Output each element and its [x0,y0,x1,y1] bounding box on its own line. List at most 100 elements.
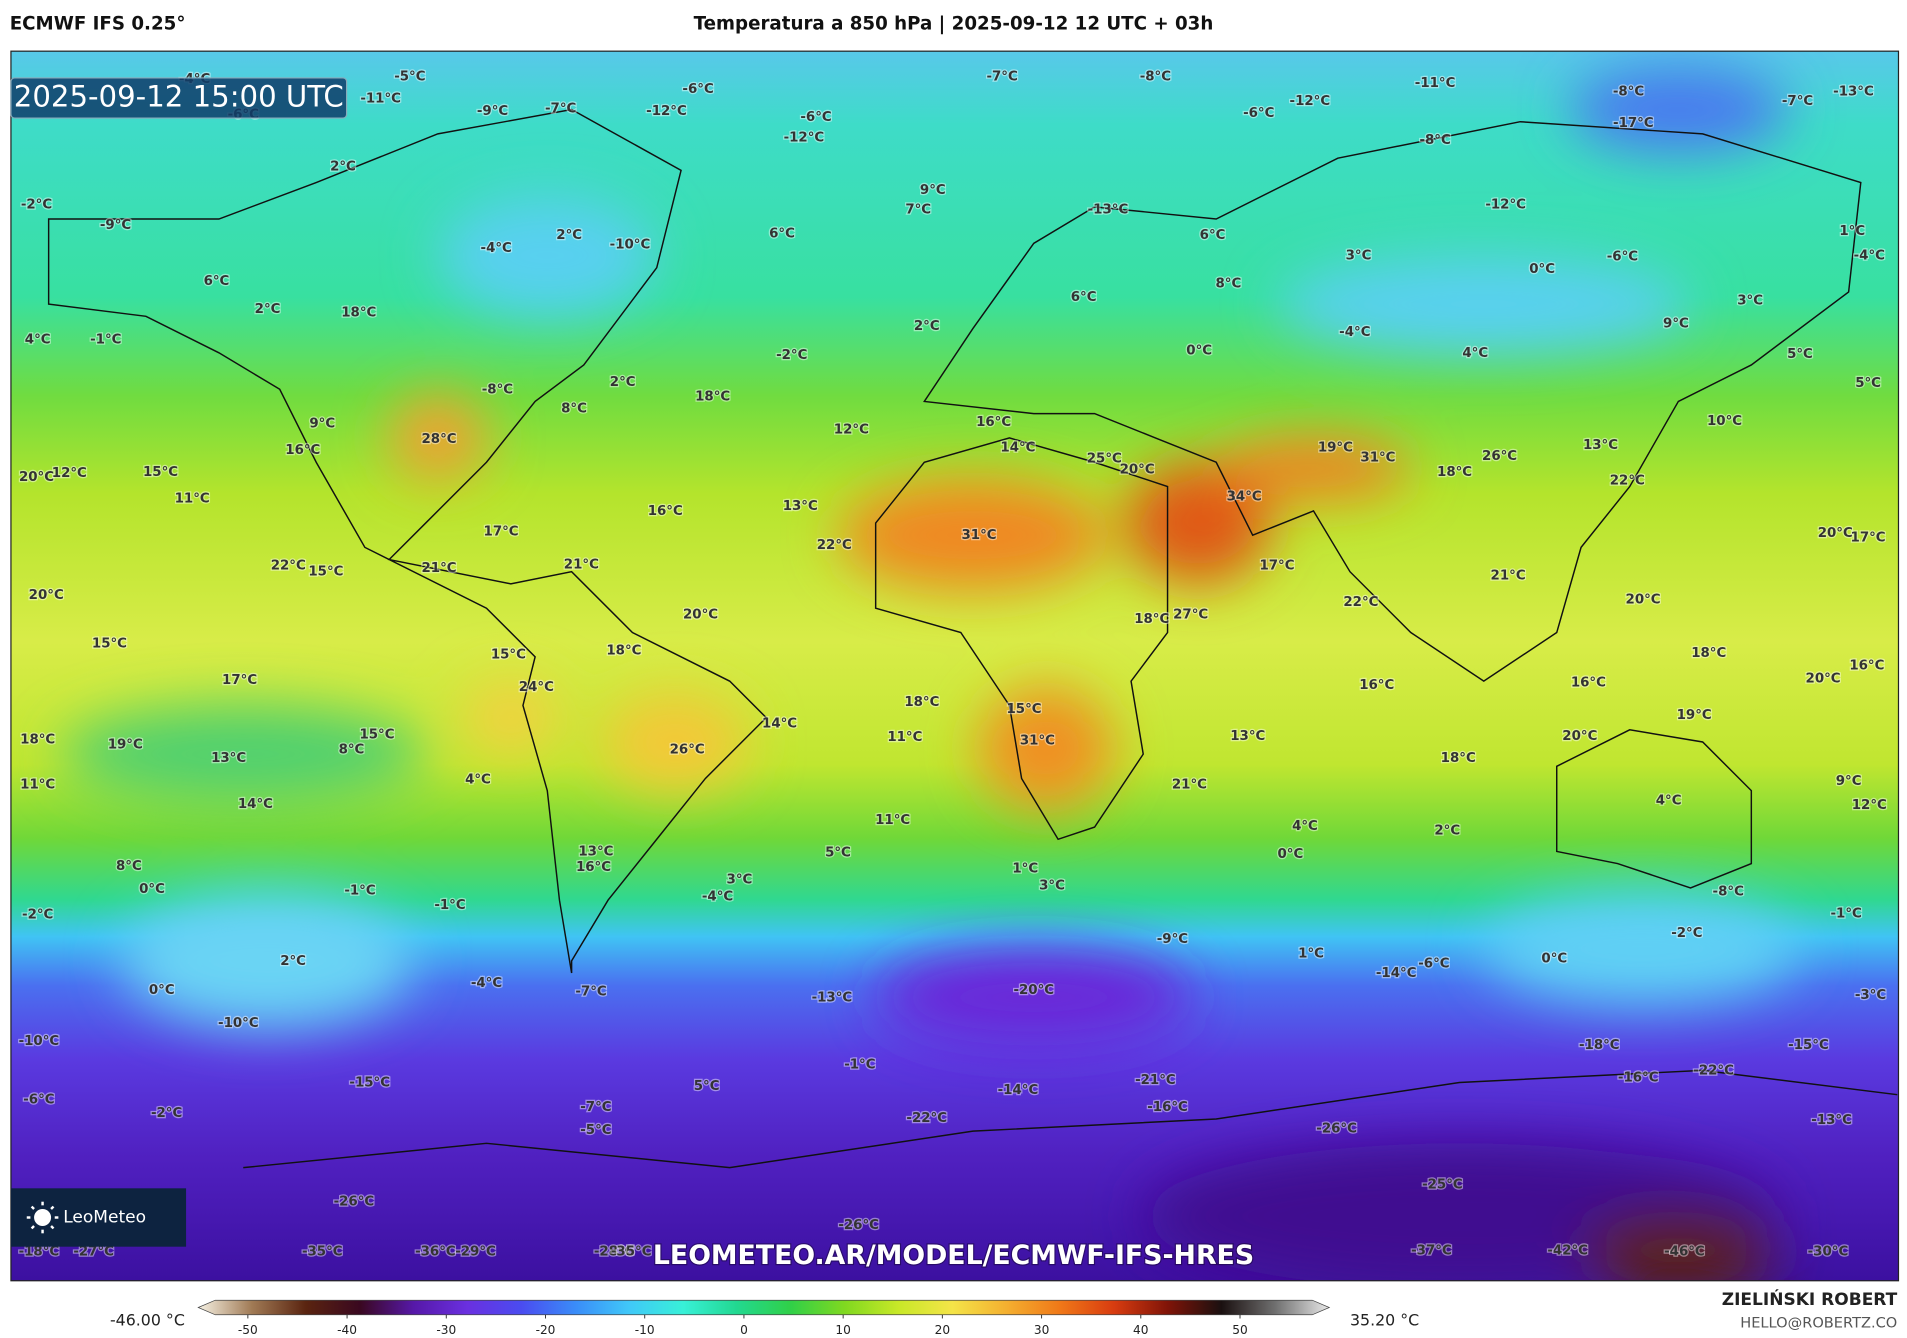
temperature-label: 21°C [422,561,457,576]
temperature-label: -13°C [1088,202,1129,217]
temperature-label: 20°C [1626,593,1661,608]
temperature-label: -12°C [1485,197,1526,212]
temperature-label: 20°C [29,588,64,603]
temperature-label: -13°C [1811,1113,1852,1128]
colorbar-tick-label: 40 [1133,1323,1148,1337]
temperature-label: -8°C [1713,885,1744,900]
temperature-label: 28°C [422,432,457,447]
temperature-label: -11°C [360,92,401,107]
colorbar-tick-label: 50 [1232,1323,1247,1337]
temperature-label: 8°C [1215,276,1241,291]
coastlines [47,108,1898,1169]
temperature-label: 24°C [519,680,554,695]
temperature-label: 13°C [783,499,818,514]
temperature-label: 0°C [139,882,165,897]
temperature-label: 18°C [341,306,376,321]
temperature-label: 21°C [564,557,599,572]
temperature-label: 20°C [1562,729,1597,744]
temperature-label: -4°C [702,889,733,904]
temperature-label: 19°C [108,737,143,752]
temperature-label: -10°C [19,1034,60,1049]
temperature-label: 13°C [578,844,613,859]
watermark: LEOMETEO.AR/MODEL/ECMWF-IFS-HRES [653,1240,1254,1271]
temperature-label: 12°C [1852,798,1887,813]
temperature-label: -35°C [611,1245,652,1260]
colorbar-tick-label: 30 [1034,1323,1049,1337]
temperature-label: 18°C [1441,751,1476,766]
temperature-label: 20°C [19,470,54,485]
temperature-label: -17°C [1613,116,1654,131]
temperature-label: -11°C [1415,76,1456,91]
temperature-label: 4°C [1656,793,1682,808]
temperature-label: 19°C [1677,708,1712,723]
temperature-label: -46°C [1664,1245,1705,1260]
temperature-label: 14°C [1000,441,1035,456]
temperature-label: 11°C [20,778,55,793]
temperature-label: -15°C [349,1076,390,1091]
temperature-label: -4°C [481,241,512,256]
temperature-label: 15°C [143,465,178,480]
temperature-label: -6°C [23,1093,54,1108]
temperature-label: -7°C [580,1100,611,1115]
temperature-label: 16°C [576,860,611,875]
temperature-label: 16°C [1359,678,1394,693]
temperature-label: -18°C [19,1245,60,1260]
map-title: Temperatura a 850 hPa | 2025-09-12 12 UT… [694,13,1214,34]
temperature-label: 2°C [914,319,940,334]
temperature-label: 17°C [222,673,257,688]
temperature-label: 0°C [1541,951,1567,966]
temperature-label: 11°C [175,492,210,507]
temperature-label: -35°C [302,1245,343,1260]
temperature-label: 2°C [610,375,636,390]
temperature-label: -4°C [1339,325,1370,340]
temperature-label: 4°C [25,332,51,347]
email: HELLO@ROBERTZ.CO [1740,1314,1897,1331]
temperature-label: 6°C [204,274,230,289]
temperature-label: -10°C [610,238,651,253]
temperature-label: 0°C [149,983,175,998]
temperature-label: -27°C [73,1245,114,1260]
temperature-label: 14°C [238,797,273,812]
logo-text: LeoMeteo [63,1208,146,1228]
temperature-label: -3°C [1855,988,1886,1003]
temperature-label: -2°C [151,1106,182,1121]
temperature-label: -6°C [800,110,831,125]
temperature-label: -28°C [594,1245,635,1260]
temperature-label: -8°C [1419,133,1450,148]
temperature-label: 5°C [1855,376,1881,391]
temperature-label: -1°C [344,883,375,898]
temperature-label: -29°C [455,1245,496,1260]
temperature-label: 13°C [211,751,246,766]
temperature-label: 0°C [1277,847,1303,862]
map-field [10,51,1899,1281]
temperature-labels: -5°C -4°C -11°C -6°C -9°C -7°C -12°C -6°C -7°C -8… [17,68,1888,1260]
temperature-label: 6°C [1071,290,1097,305]
temperature-label: 3°C [1737,293,1763,308]
temperature-label: -26°C [1316,1122,1357,1137]
temperature-label: 13°C [1230,729,1265,744]
temperature-label: 15°C [491,647,526,662]
temperature-label: -21°C [1135,1073,1176,1088]
temperature-label: -1°C [90,332,121,347]
temperature-label: -14°C [1376,966,1417,981]
temperature-label: 25°C [1087,452,1122,467]
temperature-label: -22°C [1693,1063,1734,1078]
temperature-label: 26°C [670,742,705,757]
temperature-label: -2°C [776,348,807,363]
temperature-label: 11°C [887,730,922,745]
temperature-label: 9°C [1663,317,1689,332]
temperature-label: 9°C [1836,774,1862,789]
temperature-label: 27°C [1173,607,1208,622]
temperature-label: -5°C [580,1123,611,1138]
temperature-label: -9°C [1157,932,1188,947]
temperature-label: 26°C [1482,449,1517,464]
temperature-label: -36°C [415,1245,456,1260]
temperature-label: -12°C [646,104,687,119]
temperature-label: -2°C [1671,926,1702,941]
temperature-label: 7°C [905,202,931,217]
colorbar-max: 35.20 °C [1350,1310,1419,1329]
temperature-label: -2°C [22,908,53,923]
temperature-label: -1°C [1831,906,1862,921]
temperature-label: -8°C [1140,70,1171,85]
